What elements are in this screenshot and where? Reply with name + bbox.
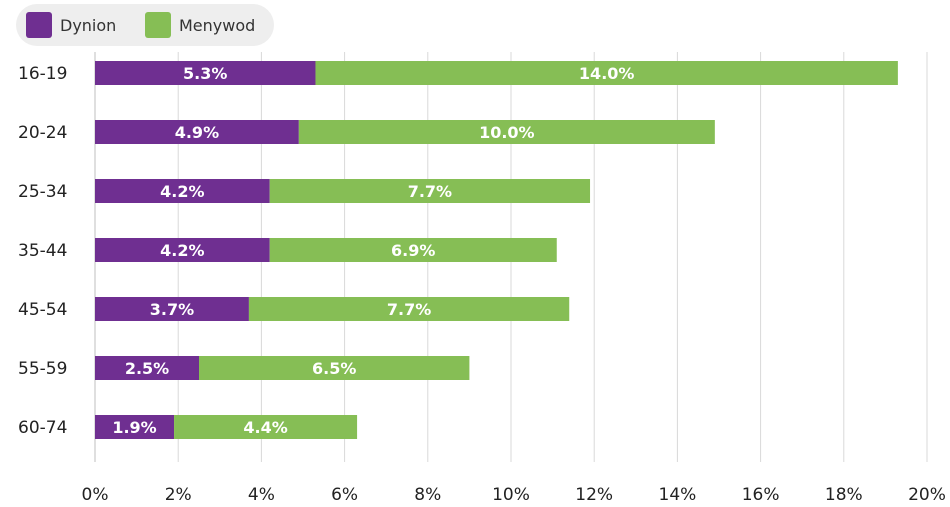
bar-menywod xyxy=(315,61,898,85)
legend-label-dynion: Dynion xyxy=(60,16,116,35)
bar-value-label: 4.2% xyxy=(160,241,204,260)
x-tick-label: 18% xyxy=(825,485,863,505)
bars: 5.3% 14.0% 4.9% 10.0% 4.2% 7.7% 4.2% 6.9% 3.7% 7.… xyxy=(95,61,898,439)
x-axis-ticks: 0% 2% 4% 6% 8% 10% 12% 14% 16% 18% 20% xyxy=(82,485,946,505)
bar-value-label: 4.2% xyxy=(160,182,204,201)
category-labels: 16-19 20-24 25-34 35-44 45-54 55-59 60-74 xyxy=(18,64,67,438)
bar-dynion xyxy=(95,179,270,203)
bar-dynion xyxy=(95,415,175,439)
x-tick-label: 8% xyxy=(414,485,441,505)
bar-menywod xyxy=(269,179,591,203)
bar-dynion xyxy=(95,238,270,262)
x-tick-label: 12% xyxy=(575,485,613,505)
legend-label-menywod: Menywod xyxy=(179,16,255,35)
bar-menywod xyxy=(174,415,358,439)
legend-swatch-dynion xyxy=(26,12,52,38)
bar-menywod xyxy=(248,297,570,321)
x-tick-label: 4% xyxy=(248,485,275,505)
bar-value-label: 7.7% xyxy=(408,182,452,201)
category-label: 16-19 xyxy=(18,64,67,84)
bar-value-label: 4.4% xyxy=(243,418,287,437)
bar-value-label: 2.5% xyxy=(125,359,169,378)
bar-menywod xyxy=(298,120,715,144)
bar-value-label: 6.5% xyxy=(312,359,356,378)
legend-swatch-menywod xyxy=(145,12,171,38)
category-label: 35-44 xyxy=(18,241,67,261)
bar-value-label: 7.7% xyxy=(387,300,431,319)
x-tick-label: 16% xyxy=(742,485,780,505)
category-label: 45-54 xyxy=(18,300,67,320)
x-tick-label: 10% xyxy=(492,485,530,505)
bar-value-label: 5.3% xyxy=(183,64,227,83)
x-tick-label: 14% xyxy=(659,485,697,505)
bar-dynion xyxy=(95,120,299,144)
bar-value-label: 14.0% xyxy=(579,64,635,83)
legend: Dynion Menywod xyxy=(16,4,274,46)
bar-value-label: 1.9% xyxy=(112,418,156,437)
bar-value-label: 10.0% xyxy=(479,123,535,142)
bar-value-label: 3.7% xyxy=(150,300,194,319)
bar-value-label: 4.9% xyxy=(175,123,219,142)
x-tick-label: 6% xyxy=(331,485,358,505)
bar-value-label: 6.9% xyxy=(391,241,435,260)
bar-dynion xyxy=(95,356,199,380)
category-label: 60-74 xyxy=(18,418,67,438)
category-label: 20-24 xyxy=(18,123,67,143)
category-label: 55-59 xyxy=(18,359,67,379)
x-tick-label: 20% xyxy=(908,485,946,505)
bar-dynion xyxy=(95,297,249,321)
bar-menywod xyxy=(269,238,557,262)
bar-menywod xyxy=(199,356,470,380)
category-label: 25-34 xyxy=(18,182,67,202)
x-tick-label: 0% xyxy=(82,485,109,505)
bar-dynion xyxy=(95,61,316,85)
x-tick-label: 2% xyxy=(165,485,192,505)
